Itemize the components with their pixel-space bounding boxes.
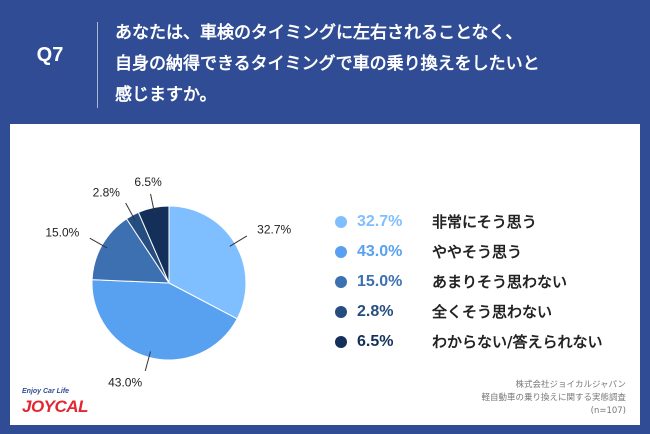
question-number: Q7 [36, 44, 64, 66]
legend-label: ややそう思う [432, 243, 523, 261]
logo-tagline: Enjoy Car Life [22, 388, 70, 395]
pie-data-label: 6.5% [134, 175, 162, 189]
legend-percent: 32.7% [357, 213, 403, 230]
pie-data-label: 43.0% [108, 375, 142, 389]
header-divider [97, 22, 98, 108]
legend-swatch [335, 336, 347, 348]
legend-percent: 6.5% [357, 333, 394, 350]
pie-leader-line [150, 193, 156, 214]
legend-item: 2.8% 全くそう思わない [335, 300, 635, 324]
source-line: (n=107) [590, 406, 626, 416]
legend-swatch [335, 216, 347, 228]
legend-swatch [335, 246, 347, 258]
question-line: あなたは、車検のタイミングに左右されることなく、 [115, 23, 523, 43]
pie-data-label: 2.8% [93, 185, 121, 199]
legend-swatch [335, 306, 347, 318]
pie-leader-line [125, 202, 136, 221]
legend-swatch [335, 276, 347, 288]
legend-label: 非常にそう思う [432, 213, 537, 231]
logo-wordmark: JOYCAL [22, 397, 88, 416]
source-line: 軽自動車の乗り換えに関する実態調査 [481, 393, 626, 403]
legend-label: わからない/答えられない [432, 333, 603, 351]
pie-data-label: 15.0% [45, 225, 79, 239]
pie-leader-line [229, 235, 248, 247]
question-header: Q7 あなたは、車検のタイミングに左右されることなく、 自身の納得できるタイミン… [0, 0, 650, 122]
legend-percent: 2.8% [357, 303, 394, 320]
joycal-logo: Enjoy Car Life JOYCAL [22, 388, 102, 422]
legend-percent: 43.0% [357, 243, 403, 260]
legend-percent: 15.0% [357, 273, 403, 290]
legend-item: 43.0% ややそう思う [335, 240, 635, 264]
legend-label: 全くそう思わない [432, 303, 553, 321]
legend-label: あまりそう思わない [432, 273, 568, 291]
legend-item: 32.7% 非常にそう思う [335, 210, 635, 234]
legend-item: 15.0% あまりそう思わない [335, 270, 635, 294]
question-text: あなたは、車検のタイミングに左右されることなく、 自身の納得できるタイミングで車… [115, 18, 635, 111]
legend-item: 6.5% わからない/答えられない [335, 330, 635, 354]
source-note: 株式会社ジョイカルジャパン 軽自動車の乗り換えに関する実態調査 (n=107) [481, 379, 626, 418]
pie-data-label: 32.7% [257, 223, 291, 237]
question-line: 自身の納得できるタイミングで車の乗り換えをしたいと [115, 54, 540, 74]
question-line: 感じますか。 [115, 85, 217, 105]
pie-leader-line [89, 237, 108, 249]
source-line: 株式会社ジョイカルジャパン [515, 380, 626, 390]
pie-leader-line [144, 351, 151, 371]
